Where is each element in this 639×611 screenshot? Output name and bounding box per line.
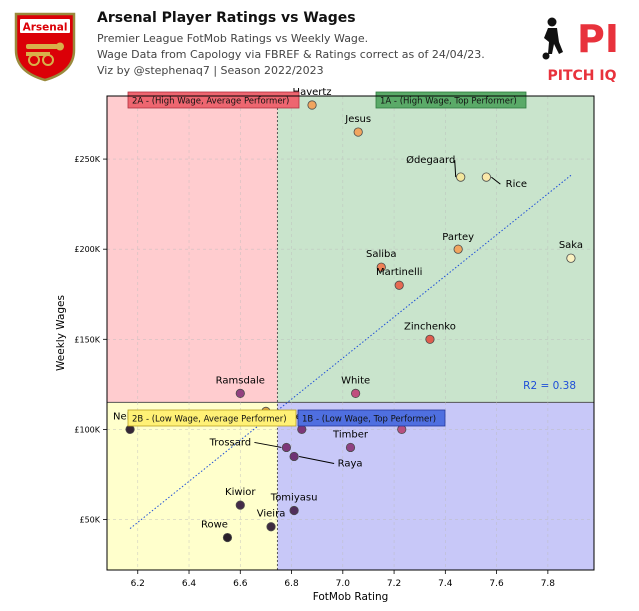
- point-label: Zinchenko: [404, 321, 456, 332]
- x-tick-label: 7.0: [336, 579, 351, 589]
- quadrant-label-1b: 1B - (Low Wage, Top Performer): [302, 415, 436, 425]
- x-axis-label: FotMob Rating: [313, 591, 389, 603]
- x-tick-label: 6.6: [233, 579, 248, 589]
- pitch-iq-logo: PI PITCH IQ: [540, 14, 624, 88]
- quadrant-1b: [277, 402, 594, 570]
- x-tick-label: 7.8: [541, 579, 556, 589]
- quadrant-label-2b: 2B - (Low Wage, Average Performer): [132, 415, 287, 425]
- data-point-tomiyasu: [289, 505, 299, 516]
- point-label: Saliba: [366, 249, 397, 260]
- quadrant-label-1a: 1A - (High Wage, Top Performer): [380, 97, 517, 107]
- x-tick-label: 6.2: [131, 579, 145, 589]
- data-point-martinelli: [394, 280, 404, 290]
- point-label: Rice: [506, 179, 527, 190]
- data-point-zinchenko: [425, 334, 435, 344]
- point-label: Rowe: [201, 520, 228, 531]
- point-label: Martinelli: [376, 267, 422, 278]
- point-label: Vieira: [257, 509, 286, 520]
- data-point-ramsdale: [235, 388, 245, 398]
- x-tick-label: 6.4: [182, 579, 197, 589]
- data-point-trossard: [281, 442, 292, 453]
- point-label: Havertz: [293, 87, 332, 98]
- data-point-kiwior: [235, 500, 245, 510]
- data-point-ødegaard: [456, 172, 466, 182]
- y-tick-label: £200K: [74, 245, 100, 254]
- label-leader-line: [254, 441, 282, 448]
- quadrant-2b: [107, 402, 278, 570]
- data-point-nketiah: [297, 424, 307, 435]
- y-tick-label: £50K: [79, 516, 100, 525]
- point-label: Tomiyasu: [270, 493, 318, 504]
- data-point-rowe: [222, 532, 233, 543]
- subtitle-line-3: Viz by @stephenaq7 | Season 2022/2023: [97, 64, 324, 77]
- x-tick-label: 7.6: [489, 579, 504, 589]
- data-point-white: [351, 388, 361, 398]
- quadrant-label-box-1b: [297, 409, 446, 427]
- label-leader-line: [454, 160, 457, 178]
- point-label: Raya: [338, 458, 363, 469]
- point-label: Jesus: [344, 114, 371, 125]
- data-point-jesus: [353, 127, 363, 137]
- y-axis-label: Weekly Wages: [55, 295, 67, 371]
- arsenal-crest-icon: Arsenal: [12, 10, 78, 86]
- data-point-partey: [453, 244, 463, 254]
- x-tick-label: 6.8: [284, 579, 299, 589]
- label-leader-line: [299, 455, 335, 464]
- data-point-gabriel: [397, 424, 407, 435]
- crest-text: Arsenal: [23, 22, 68, 34]
- data-point-saka: [566, 253, 576, 263]
- quadrant-label-box-2b: [127, 409, 297, 427]
- point-label: Kiwior: [225, 487, 256, 498]
- x-tick-label: 7.2: [387, 579, 401, 589]
- quadrant-label-2a: 2A - (High Wage, Average Performer): [132, 97, 289, 107]
- data-point-havertz: [307, 100, 317, 110]
- point-label: Timber: [332, 429, 369, 440]
- data-point-raya: [289, 451, 299, 462]
- point-label: Saka: [559, 240, 583, 251]
- data-point-vieira: [266, 522, 276, 532]
- brand-text: PITCH IQ: [548, 68, 617, 84]
- y-tick-label: £100K: [74, 425, 100, 434]
- point-label: Ødegaard: [406, 154, 455, 166]
- point-label: White: [341, 375, 370, 386]
- data-point-nelson: [125, 424, 135, 435]
- label-leader-line: [491, 176, 501, 185]
- subtitle-line-1: Premier League FotMob Ratings vs Weekly …: [97, 32, 369, 45]
- point-label: Partey: [442, 232, 474, 243]
- x-tick-label: 7.4: [438, 579, 453, 589]
- y-tick-label: £150K: [74, 335, 100, 344]
- brand-mark: PI: [577, 17, 619, 61]
- y-tick-label: £250K: [74, 155, 100, 164]
- chart-title: Arsenal Player Ratings vs Wages: [97, 10, 356, 26]
- data-point-timber: [345, 442, 356, 453]
- subtitle-line-2: Wage Data from Capology via FBREF & Rati…: [97, 48, 485, 61]
- point-label: Ramsdale: [216, 375, 265, 386]
- point-label: Trossard: [209, 437, 251, 448]
- footballer-icon: [542, 17, 563, 60]
- data-point-saliba: [376, 262, 386, 272]
- header: Arsenal Arsenal Player Ratings vs Wages …: [0, 0, 639, 90]
- data-point-rice: [481, 172, 491, 182]
- plot-frame: [106, 95, 595, 571]
- r2-label: R2 = 0.38: [523, 380, 576, 392]
